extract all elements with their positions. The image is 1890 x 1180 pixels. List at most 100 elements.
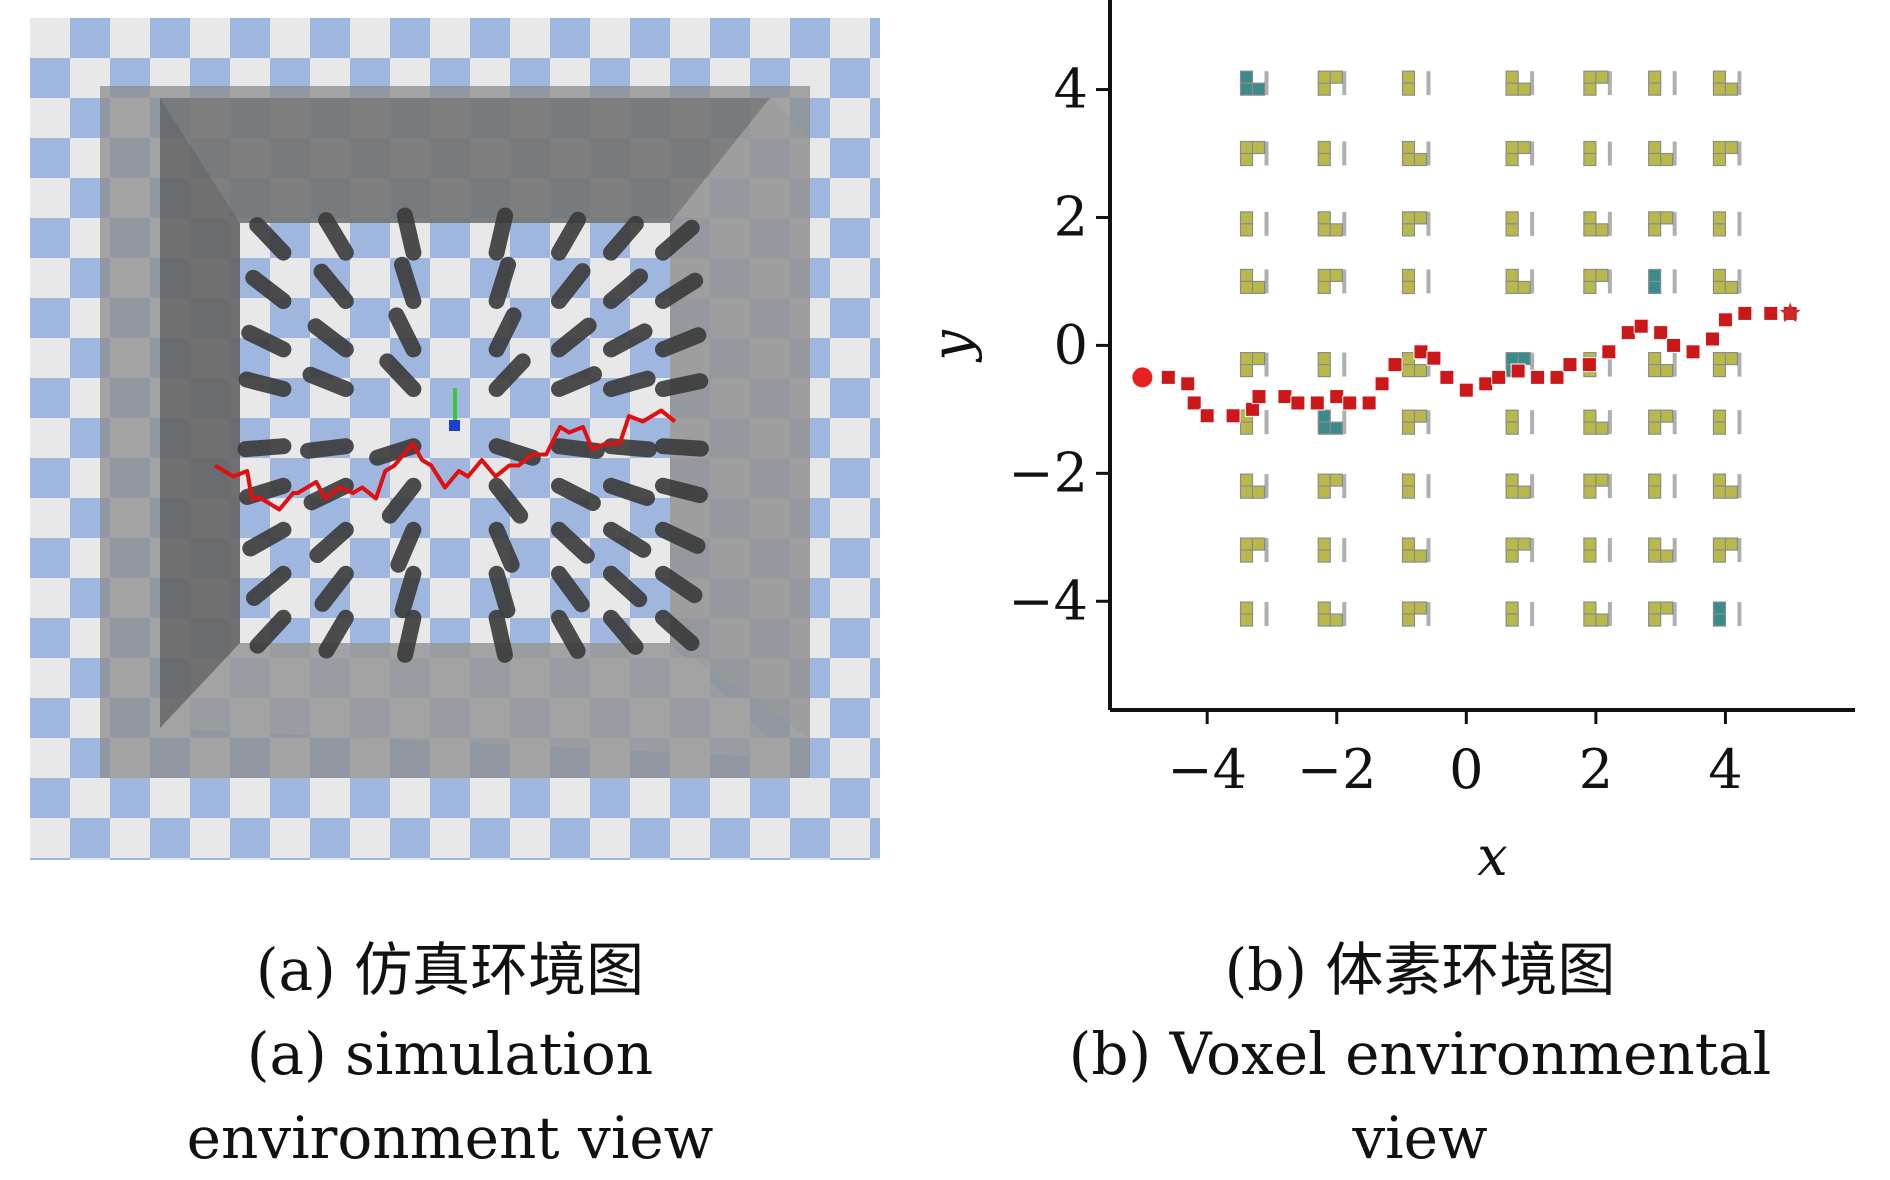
floor-tile bbox=[830, 98, 870, 138]
floor-tile bbox=[430, 18, 470, 58]
voxel-shadow bbox=[1607, 410, 1612, 435]
voxel-block bbox=[1317, 363, 1331, 378]
path-voxel bbox=[1290, 395, 1306, 411]
voxel-block bbox=[1583, 409, 1597, 423]
voxel-shadow bbox=[1672, 211, 1677, 236]
floor-tile bbox=[830, 298, 870, 338]
path-voxel bbox=[1704, 331, 1720, 347]
floor-tile bbox=[870, 98, 880, 138]
caption-a-en-line2: environment view bbox=[186, 1104, 714, 1172]
voxel-block bbox=[1583, 280, 1597, 295]
voxel-block bbox=[1329, 223, 1343, 237]
path-voxel bbox=[1374, 376, 1390, 392]
voxel-shadow bbox=[1737, 352, 1742, 377]
voxel-block bbox=[1239, 549, 1254, 563]
voxel-block bbox=[1505, 549, 1519, 563]
voxel-block bbox=[1401, 82, 1416, 96]
voxel-block bbox=[1660, 549, 1674, 563]
obstacle-cylinder bbox=[551, 438, 605, 459]
voxel-block bbox=[1595, 613, 1609, 627]
voxel-block bbox=[1239, 70, 1254, 84]
caption-a-zh: (a) 仿真环境图 bbox=[255, 936, 645, 1004]
obstacle-cylinder bbox=[307, 318, 354, 358]
floor-tile bbox=[350, 578, 390, 618]
floor-tile bbox=[430, 378, 470, 418]
obstacle-cylinder bbox=[488, 307, 522, 358]
voxel-block bbox=[1239, 223, 1254, 237]
floor-tile bbox=[510, 18, 550, 58]
floor-tile bbox=[870, 538, 880, 578]
voxel-block bbox=[1505, 485, 1519, 499]
voxel-shadow bbox=[1530, 410, 1535, 435]
floor-tile bbox=[830, 618, 870, 658]
floor-tile bbox=[870, 458, 880, 498]
floor-tile bbox=[630, 858, 670, 860]
obstacle-cylinder bbox=[396, 207, 422, 261]
floor-tile bbox=[230, 18, 270, 58]
voxel-block bbox=[1660, 211, 1674, 225]
voxel-block bbox=[1329, 613, 1343, 627]
floor-tile bbox=[670, 778, 710, 818]
voxel-shadow bbox=[1264, 71, 1269, 96]
floor-tile bbox=[270, 778, 310, 818]
floor-tile bbox=[870, 178, 880, 218]
obstacle-cylinder bbox=[381, 477, 422, 524]
x-axis-label: x bbox=[1477, 825, 1507, 888]
floor-tile bbox=[30, 138, 70, 178]
voxel-shadow bbox=[1530, 352, 1535, 377]
obstacle-cylinder bbox=[603, 609, 644, 655]
voxel-shadow bbox=[1342, 602, 1347, 627]
floor-tile bbox=[30, 858, 70, 860]
voxel-block bbox=[1712, 485, 1727, 499]
floor-tile bbox=[390, 778, 430, 818]
voxel-shadow bbox=[1530, 141, 1535, 166]
floor-tile bbox=[870, 498, 880, 538]
floor-tile bbox=[830, 258, 870, 298]
voxel-block bbox=[1724, 537, 1739, 551]
floor-tile bbox=[430, 258, 470, 298]
obstacle-cylinder bbox=[379, 353, 422, 397]
voxel-path bbox=[1134, 305, 1798, 424]
voxel-block bbox=[1251, 485, 1266, 499]
path-voxel bbox=[1581, 357, 1597, 373]
voxel-block bbox=[1517, 537, 1531, 551]
caption-b: (b) 体素环境图 (b) Voxel environmental view bbox=[1040, 928, 1800, 1180]
floor-tile bbox=[830, 378, 870, 418]
voxel-shadow bbox=[1426, 211, 1431, 236]
obstacle-cylinder bbox=[551, 366, 602, 397]
floor-tile bbox=[430, 818, 470, 858]
voxel-shadow bbox=[1737, 71, 1742, 96]
floor-tile bbox=[70, 858, 110, 860]
voxel-block bbox=[1648, 409, 1662, 423]
obstacle-cylinder bbox=[603, 438, 657, 458]
floor-tile bbox=[510, 858, 550, 860]
voxel-block bbox=[1583, 549, 1597, 563]
obstacle-cylinder bbox=[309, 521, 354, 564]
voxel-block bbox=[1401, 421, 1416, 435]
voxel-block bbox=[1712, 363, 1727, 378]
voxel-block bbox=[1505, 473, 1519, 487]
voxel-shadow bbox=[1426, 474, 1431, 499]
floor-tile bbox=[190, 818, 230, 858]
voxel-block bbox=[1317, 421, 1331, 435]
voxel-block bbox=[1648, 152, 1662, 167]
floor-tile bbox=[830, 658, 870, 698]
voxel-block bbox=[1239, 280, 1254, 295]
obstacle-cylinder bbox=[603, 477, 655, 506]
floor-tile bbox=[230, 818, 270, 858]
floor-tile bbox=[510, 818, 550, 858]
floor-tile bbox=[350, 18, 390, 58]
voxel-block bbox=[1517, 280, 1531, 295]
bottom-wall-inner bbox=[160, 643, 790, 758]
floor-tile bbox=[830, 578, 870, 618]
floor-tile bbox=[430, 218, 470, 258]
voxel-block bbox=[1724, 82, 1739, 96]
floor-tile bbox=[870, 698, 880, 738]
path-voxel bbox=[1491, 369, 1507, 385]
path-voxel bbox=[1342, 395, 1358, 411]
voxel-block bbox=[1648, 140, 1662, 155]
voxel-block bbox=[1583, 152, 1597, 167]
obstacle-cylinder bbox=[655, 521, 706, 554]
floor-tile bbox=[30, 418, 70, 458]
voxel-shadow bbox=[1672, 352, 1677, 377]
